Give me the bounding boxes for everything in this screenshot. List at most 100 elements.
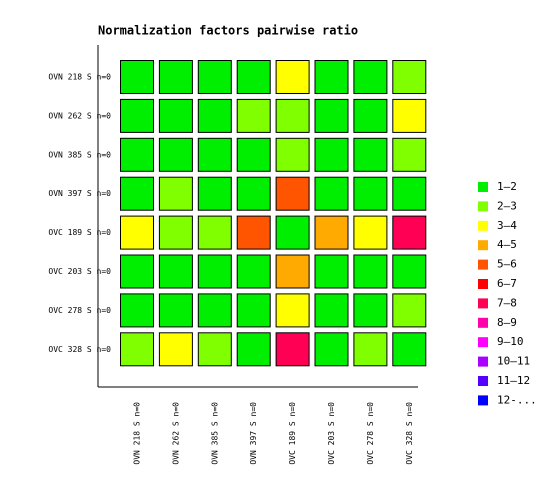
heatmap-cell — [353, 215, 388, 250]
legend-swatch — [478, 317, 488, 328]
heatmap-cell — [158, 254, 193, 289]
heatmap-cell — [353, 176, 388, 211]
legend-label: 6–7 — [497, 277, 517, 290]
heatmap-cell — [120, 137, 154, 172]
legend-swatch — [478, 220, 488, 231]
legend-label: 2–3 — [497, 199, 517, 212]
legend-label: 9–10 — [497, 335, 524, 348]
y-tick-label: OVN 262 S n=0 — [48, 111, 111, 120]
heatmap-cell — [275, 98, 310, 133]
heatmap-cell — [314, 176, 349, 211]
heatmap-cell — [236, 215, 271, 250]
heatmap-cell — [236, 137, 271, 172]
heatmap-cell — [236, 293, 271, 328]
heatmap-cell — [236, 254, 271, 289]
heatmap-cell — [197, 332, 232, 367]
y-tick-label: OVN 385 S n=0 — [48, 150, 111, 159]
heatmap-cell — [158, 137, 193, 172]
heatmap-cell — [120, 215, 154, 250]
heatmap-cell — [314, 60, 349, 94]
heatmap-cell — [275, 332, 310, 367]
heatmap-cell — [158, 176, 193, 211]
heatmap-cell — [158, 293, 193, 328]
x-tick-label: OVC 203 S n=0 — [327, 402, 336, 465]
heatmap-cell — [392, 254, 427, 289]
heatmap-cell — [353, 293, 388, 328]
x-tick-label: OVN 397 S n=0 — [249, 402, 258, 465]
heatmap-cell — [120, 293, 154, 328]
heatmap-cell — [392, 293, 427, 328]
legend-swatch — [478, 356, 488, 367]
x-tick-label: OVN 218 S n=0 — [133, 402, 142, 465]
heatmap-cell — [158, 98, 193, 133]
x-tick-label: OVN 385 S n=0 — [210, 402, 219, 465]
heatmap-cell — [314, 332, 349, 367]
legend-swatch — [478, 240, 488, 251]
heatmap-cell — [197, 215, 232, 250]
heatmap-cell — [120, 254, 154, 289]
heatmap-cell — [197, 98, 232, 133]
heatmap-cell — [275, 254, 310, 289]
heatmap-cell — [275, 176, 310, 211]
heatmap-cell — [158, 60, 193, 94]
heatmap-cell — [236, 60, 271, 94]
legend-label: 7–8 — [497, 296, 517, 309]
chart-title: Normalization factors pairwise ratio — [98, 24, 358, 38]
heatmap-cell — [392, 215, 427, 250]
heatmap-cell — [236, 98, 271, 133]
legend-swatch — [478, 259, 488, 270]
legend-swatch — [478, 201, 488, 212]
heatmap-cell — [197, 254, 232, 289]
legend-swatch — [478, 298, 488, 309]
legend-swatch — [478, 182, 488, 192]
heatmap-cell — [197, 176, 232, 211]
heatmap-cell — [314, 98, 349, 133]
heatmap-cell — [353, 98, 388, 133]
heatmap-cell — [392, 137, 427, 172]
legend-swatch — [478, 337, 488, 348]
heatmap-cell — [158, 215, 193, 250]
heatmap-cell — [392, 176, 427, 211]
x-tick-label: OVC 189 S n=0 — [288, 402, 297, 465]
legend-swatch — [478, 395, 488, 406]
heatmap-cell — [392, 60, 427, 94]
heatmap-cell — [236, 332, 271, 367]
y-tick-label: OVC 278 S n=0 — [48, 306, 111, 315]
heatmap-cell — [120, 98, 154, 133]
heatmap-cell — [392, 98, 427, 133]
heatmap-cell — [197, 60, 232, 94]
x-tick-label: OVC 328 S n=0 — [405, 402, 414, 465]
heatmap-cell — [353, 254, 388, 289]
legend-label: 1–2 — [497, 180, 517, 193]
heatmap-cell — [353, 60, 388, 94]
legend-label: 10–11 — [497, 355, 530, 368]
heatmap-cell — [275, 215, 310, 250]
heatmap-cell — [120, 60, 154, 94]
heatmap-cell — [197, 293, 232, 328]
legend-label: 8–9 — [497, 316, 517, 329]
heatmap-cell — [353, 332, 388, 367]
heatmap-cell — [275, 293, 310, 328]
heatmap-cell — [120, 332, 154, 367]
y-tick-label: OVC 203 S n=0 — [48, 267, 111, 276]
heatmap-cell — [314, 215, 349, 250]
legend-label: 12-... — [497, 393, 537, 406]
legend-swatch — [478, 279, 488, 289]
y-tick-label: OVN 218 S n=0 — [48, 73, 111, 82]
heatmap-cell — [236, 176, 271, 211]
heatmap-cell — [353, 137, 388, 172]
heatmap-cell — [314, 254, 349, 289]
x-tick-label: OVC 278 S n=0 — [366, 402, 375, 465]
heatmap-cell — [120, 176, 154, 211]
heatmap-cell — [314, 293, 349, 328]
heatmap-cell — [275, 60, 310, 94]
legend-swatch — [478, 376, 488, 386]
y-tick-label: OVN 397 S n=0 — [48, 189, 111, 198]
x-tick-label: OVN 262 S n=0 — [171, 402, 180, 465]
legend-label: 4–5 — [497, 238, 517, 251]
heatmap-cell — [392, 332, 427, 367]
legend-label: 5–6 — [497, 258, 517, 271]
legend-label: 11–12 — [497, 374, 530, 387]
legend-label: 3–4 — [497, 219, 517, 232]
